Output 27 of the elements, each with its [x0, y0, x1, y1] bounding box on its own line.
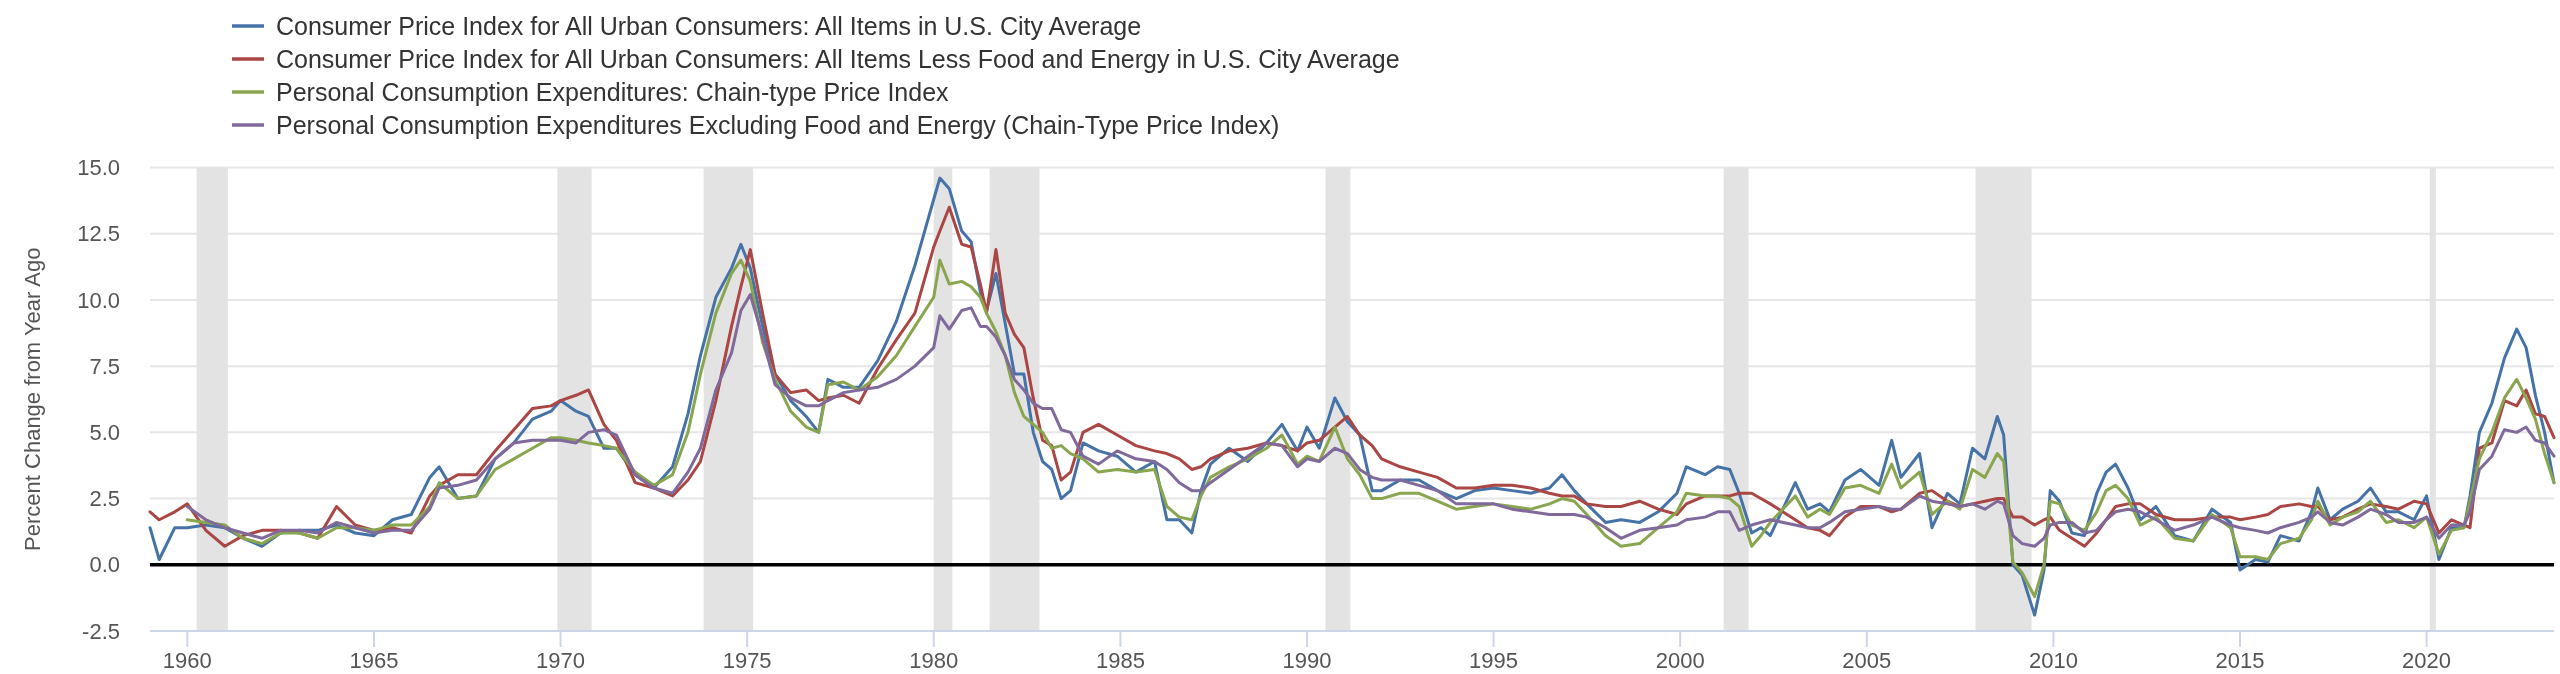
x-tick-label: 2020 [2402, 648, 2452, 673]
y-tick-label: 12.5 [77, 221, 120, 247]
x-tick-label: 2015 [2215, 648, 2265, 673]
y-tick-label: 5.0 [89, 420, 120, 446]
legend-label: Personal Consumption Expenditures Excluding Food and Energy (Chain-Type Price Index) [276, 110, 1280, 139]
x-tick-label: 1960 [162, 648, 212, 673]
y-tick-label: 7.5 [89, 353, 120, 379]
line-series [185, 293, 2556, 548]
y-tick-label: -2.5 [82, 618, 120, 644]
legend-label: Consumer Price Index for All Urban Consumers: All Items in U.S. City Average [276, 11, 1142, 40]
x-tick-label: 1980 [909, 648, 959, 673]
legend-label: Consumer Price Index for All Urban Consumers: All Items Less Food and Energy in U.S. City Average [276, 44, 1400, 73]
x-tick-label: 1965 [349, 648, 399, 673]
x-tick-label: 2000 [1655, 648, 1705, 673]
x-tick-label: 2005 [1842, 648, 1892, 673]
x-tick-label: 1985 [1095, 648, 1145, 673]
x-tick-label: 1975 [722, 648, 772, 673]
x-tick-label: 2010 [2028, 648, 2078, 673]
legend-label: Personal Consumption Expenditures: Chain-type Price Index [276, 77, 950, 106]
y-tick-label: 10.0 [77, 287, 120, 313]
x-tick-label: 1970 [536, 648, 586, 673]
y-tick-label: 15.0 [77, 155, 120, 181]
x-tick-label: 1990 [1282, 648, 1332, 673]
y-axis-title: Percent Change from Year Ago [20, 247, 45, 551]
y-tick-label: 0.0 [89, 552, 120, 578]
x-tick-label: 1995 [1469, 648, 1519, 673]
y-tick-label: 2.5 [89, 486, 120, 512]
